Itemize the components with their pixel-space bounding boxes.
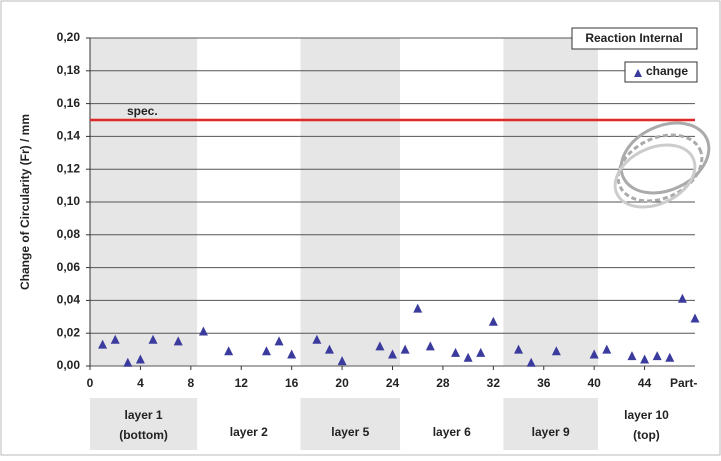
x-tick-label: 12 bbox=[235, 376, 249, 390]
y-tick-label: 0,20 bbox=[57, 30, 81, 44]
legend-label: change bbox=[646, 64, 688, 78]
y-tick-label: 0,02 bbox=[57, 325, 81, 339]
spec-label: spec. bbox=[127, 104, 158, 118]
x-axis-title: Part- bbox=[670, 376, 697, 390]
layer-label: layer 5 bbox=[331, 425, 369, 439]
layer-sublabel: (bottom) bbox=[119, 428, 168, 442]
layer-label: layer 9 bbox=[532, 425, 570, 439]
layer-label: layer 2 bbox=[230, 425, 268, 439]
layer-sublabel: (top) bbox=[633, 428, 660, 442]
chart: Change of Circularity (Fr) / mm Reaction… bbox=[0, 0, 721, 456]
x-tick-label: 36 bbox=[537, 376, 551, 390]
layer-label: layer 10 bbox=[624, 408, 669, 422]
y-axis-title: Change of Circularity (Fr) / mm bbox=[18, 114, 32, 290]
x-tick-label: 0 bbox=[87, 376, 94, 390]
y-tick-label: 0,18 bbox=[57, 63, 81, 77]
layer-band bbox=[503, 398, 598, 450]
y-tick-label: 0,04 bbox=[57, 293, 81, 307]
layer-band bbox=[90, 398, 197, 450]
y-tick-label: 0,00 bbox=[57, 358, 81, 372]
layer-label: layer 6 bbox=[433, 425, 471, 439]
y-tick-label: 0,12 bbox=[57, 161, 81, 175]
x-tick-label: 32 bbox=[487, 376, 501, 390]
chart-title: Reaction Internal bbox=[585, 31, 682, 45]
x-tick-label: 4 bbox=[137, 376, 144, 390]
x-tick-label: 40 bbox=[587, 376, 601, 390]
x-tick-label: 20 bbox=[335, 376, 349, 390]
x-tick-label: 28 bbox=[436, 376, 450, 390]
x-tick-label: 8 bbox=[187, 376, 194, 390]
layer-band bbox=[300, 398, 400, 450]
y-tick-label: 0,14 bbox=[57, 129, 81, 143]
y-tick-label: 0,10 bbox=[57, 194, 81, 208]
y-tick-label: 0,06 bbox=[57, 260, 81, 274]
y-tick-label: 0,16 bbox=[57, 96, 81, 110]
x-tick-label: 44 bbox=[638, 376, 652, 390]
y-tick-label: 0,08 bbox=[57, 227, 81, 241]
layer-label: layer 1 bbox=[125, 408, 163, 422]
x-tick-label: 24 bbox=[386, 376, 400, 390]
x-tick-label: 16 bbox=[285, 376, 299, 390]
